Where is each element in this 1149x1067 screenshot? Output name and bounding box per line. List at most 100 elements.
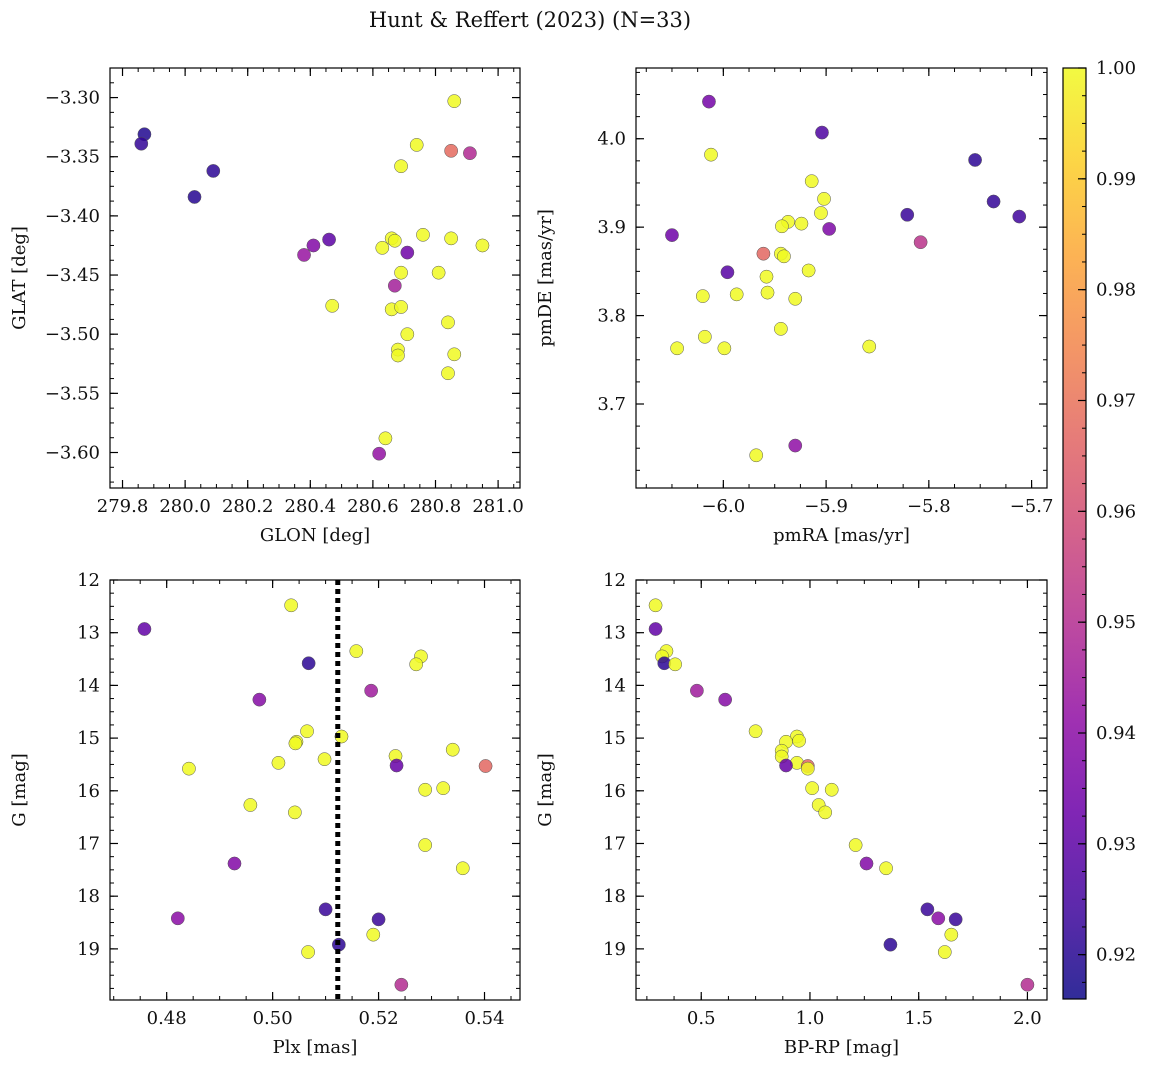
data-point <box>447 347 462 362</box>
data-point <box>366 927 381 942</box>
data-point <box>137 622 152 636</box>
data-point <box>271 756 286 770</box>
data-point <box>455 861 470 876</box>
data-point <box>364 683 378 698</box>
data-point <box>444 143 458 158</box>
data-point <box>284 598 299 613</box>
data-point <box>720 265 735 280</box>
data-point <box>288 805 302 820</box>
data-point <box>441 366 455 381</box>
x-tick-label: −5.7 <box>1010 496 1054 517</box>
y-tick-label: 18 <box>603 886 626 907</box>
y-tick-label: 13 <box>77 623 100 644</box>
y-axis-label: G [mag] <box>9 753 30 826</box>
x-tick-label: 279.8 <box>97 496 149 517</box>
data-point <box>394 300 408 314</box>
x-tick-label: 1.0 <box>796 1008 825 1029</box>
figure-title: Hunt & Reffert (2023) (N=33) <box>369 8 691 32</box>
data-point <box>822 222 837 236</box>
data-point <box>394 159 408 174</box>
y-tick-label: 17 <box>77 833 100 854</box>
data-point <box>182 761 196 776</box>
data-point <box>690 683 704 698</box>
minor-ticks <box>636 579 1047 1000</box>
data-point <box>371 912 386 927</box>
data-point <box>777 249 791 264</box>
x-tick-label: 0.52 <box>359 1008 399 1029</box>
y-tick-label: −3.50 <box>45 324 100 345</box>
data-point <box>375 240 390 255</box>
x-tick-label: −5.8 <box>907 496 951 517</box>
data-point <box>931 911 946 926</box>
y-tick-label: 19 <box>603 939 626 960</box>
data-point <box>243 798 258 812</box>
x-tick-label: 0.5 <box>687 1008 716 1029</box>
data-point <box>815 125 829 140</box>
data-point <box>170 911 185 926</box>
data-point <box>729 287 744 302</box>
colorbar-tick-label: 0.99 <box>1096 169 1136 190</box>
data-point <box>704 147 718 162</box>
minor-ticks <box>110 579 520 1000</box>
data-point <box>824 782 839 797</box>
data-point <box>301 656 316 671</box>
data-point <box>391 348 405 363</box>
data-point <box>409 657 424 672</box>
data-point <box>431 265 446 280</box>
y-tick-label: −3.45 <box>45 265 100 286</box>
y-tick-label: −3.55 <box>45 383 100 404</box>
x-tick-label: 0.54 <box>464 1008 504 1029</box>
axes-frame <box>109 67 521 489</box>
y-tick-label: 19 <box>77 939 100 960</box>
data-point <box>475 238 490 253</box>
axes-frame <box>635 67 1048 489</box>
data-point <box>702 94 716 109</box>
data-point <box>665 228 679 242</box>
data-point <box>436 781 451 796</box>
data-point <box>986 194 1001 209</box>
colorbar-tick-label: 0.93 <box>1096 834 1136 855</box>
scatter-points <box>648 598 1035 992</box>
data-point <box>695 289 710 303</box>
data-point <box>1012 209 1027 224</box>
data-point <box>697 329 712 344</box>
data-point <box>416 227 430 242</box>
y-tick-label: 3.8 <box>597 306 626 327</box>
data-point <box>920 902 935 917</box>
data-point <box>717 341 732 356</box>
data-point <box>814 206 828 220</box>
data-point <box>937 945 952 959</box>
data-point <box>817 192 831 206</box>
x-axis-label: BP-RP [mag] <box>784 1037 899 1058</box>
data-point <box>447 94 462 108</box>
data-point <box>463 146 477 161</box>
panel-bprp_g: 0.5 1.0 1.5 2.0 12 13 14 15 16 17 18 19 BP-RP [mag] G… <box>535 570 1048 1058</box>
y-tick-label: −3.60 <box>45 443 100 464</box>
y-tick-label: 3.9 <box>597 217 626 238</box>
data-point <box>418 782 433 797</box>
data-point <box>848 838 863 852</box>
data-point <box>718 692 733 707</box>
y-tick-label: 14 <box>77 675 100 696</box>
y-tick-label: 17 <box>603 833 626 854</box>
y-tick-label: 3.7 <box>597 394 626 415</box>
data-point <box>445 742 460 757</box>
scatter-points <box>134 94 490 461</box>
y-tick-label: 15 <box>603 728 626 749</box>
data-point <box>804 174 819 189</box>
x-tick-label: 2.0 <box>1013 1008 1042 1029</box>
colorbar-gradient <box>1063 68 1086 999</box>
data-point <box>668 657 682 672</box>
data-point <box>418 838 433 852</box>
y-tick-label: −3.35 <box>45 147 100 168</box>
x-tick-label: 280.6 <box>347 496 399 517</box>
data-point <box>227 856 242 871</box>
panels: 279.8 280.0 280.2 280.4 280.6 280.8 281.0 −3.30… <box>9 67 1054 1058</box>
minor-ticks <box>110 67 520 488</box>
y-axis-label: pmDE [mas/yr] <box>535 209 556 347</box>
colorbar-tick-label: 0.95 <box>1096 612 1136 633</box>
colorbar-tick-label: 0.92 <box>1096 945 1136 966</box>
y-tick-label: 18 <box>77 886 100 907</box>
y-tick-label: 15 <box>77 728 100 749</box>
y-tick-label: 16 <box>603 781 626 802</box>
